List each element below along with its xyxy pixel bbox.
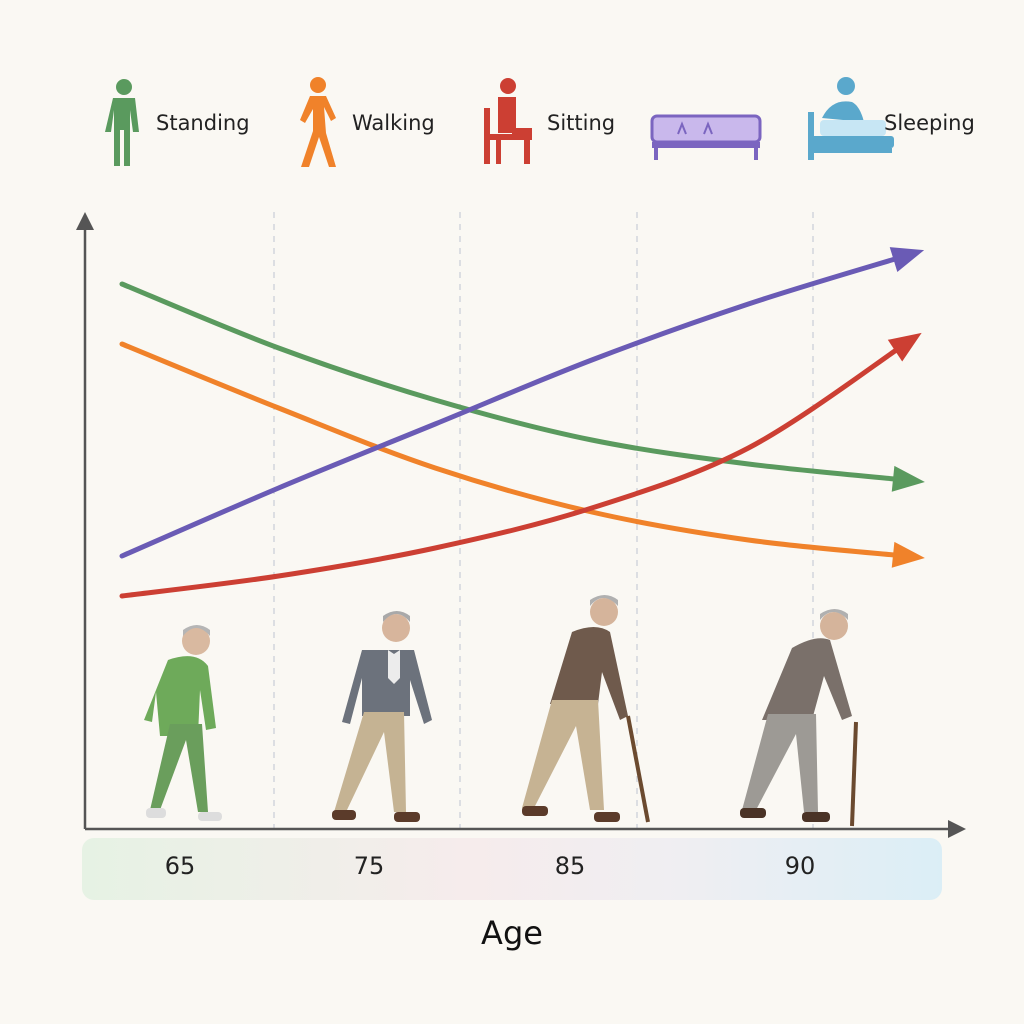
- elderly-person-icon: [740, 609, 858, 827]
- legend-label-sitting: Sitting: [547, 111, 615, 135]
- series-line-0: [119, 281, 908, 483]
- axes: [76, 212, 966, 838]
- elderly-person-icon: [332, 611, 432, 822]
- x-tick-label: 85: [555, 852, 586, 880]
- x-tick-label: 75: [354, 852, 385, 880]
- series-line-1: [119, 341, 908, 559]
- elderly-person-icon: [522, 595, 650, 823]
- series-arrowhead-1: [891, 541, 925, 568]
- legend: Standing Walking Sitting: [105, 77, 975, 167]
- series-line-3: [119, 341, 908, 599]
- series-arrowhead-0: [891, 465, 925, 492]
- legend-label-walking: Walking: [352, 111, 435, 135]
- x-axis-title: Age: [481, 914, 543, 952]
- x-tick-label: 90: [785, 852, 816, 880]
- walking-person-icon: [300, 77, 336, 167]
- sleeping-person-icon: [808, 77, 894, 160]
- x-tick-label: 65: [165, 852, 196, 880]
- legend-label-standing: Standing: [156, 111, 250, 135]
- sitting-person-icon: [484, 78, 532, 164]
- x-axis-arrow: [948, 820, 966, 838]
- legend-label-sleeping: Sleeping: [884, 111, 975, 135]
- age-band: [82, 838, 942, 900]
- y-axis-arrow: [76, 212, 94, 230]
- standing-person-icon: [105, 79, 139, 166]
- series-arrowhead-3: [887, 332, 922, 362]
- series-line-2: [119, 253, 908, 559]
- elderly-person-icon: [144, 625, 222, 821]
- bed-icon: [650, 114, 762, 160]
- series-layer: [119, 247, 925, 599]
- x-tick-labels: 65 75 85 90: [165, 852, 816, 880]
- elderly-figures: [144, 595, 858, 827]
- series-arrowhead-2: [889, 247, 925, 272]
